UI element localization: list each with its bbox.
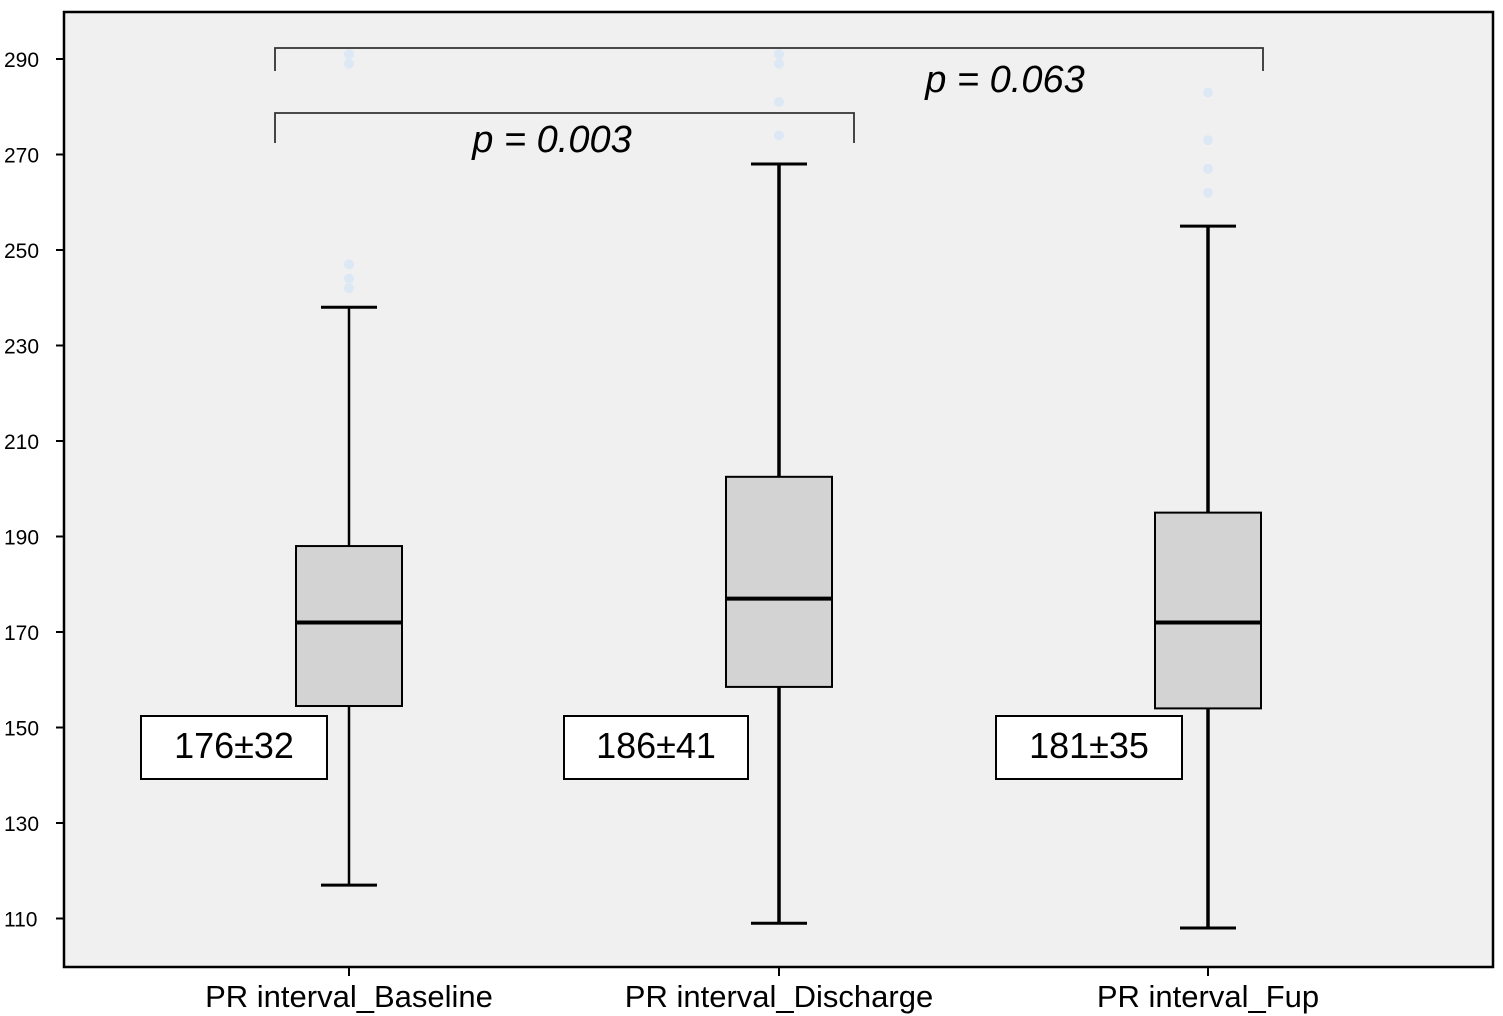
outlier-point bbox=[774, 49, 784, 60]
p-value-label: p = 0.003 bbox=[471, 119, 632, 161]
p-value-label: p = 0.063 bbox=[924, 59, 1085, 101]
outlier-point bbox=[344, 273, 354, 284]
y-tick-label: 290 bbox=[4, 49, 39, 72]
stat-label-frame bbox=[995, 715, 1183, 780]
outlier-point bbox=[1203, 163, 1213, 174]
y-tick-label: 130 bbox=[4, 813, 39, 836]
stat-labels-layer: 176±32 186±41 181±35 bbox=[140, 715, 1183, 780]
iqr-box bbox=[295, 545, 403, 708]
bracket-line bbox=[274, 112, 855, 143]
outlier-point bbox=[1203, 135, 1213, 146]
stat-label-text: 186±41 bbox=[596, 725, 716, 766]
stat-label-frame bbox=[563, 715, 749, 780]
outliers-layer bbox=[344, 49, 1213, 294]
outlier-point bbox=[1203, 187, 1213, 198]
y-tick-label: 110 bbox=[4, 909, 37, 932]
y-tick-label: 190 bbox=[4, 527, 39, 550]
box-group bbox=[1154, 224, 1262, 930]
y-tick-label: 170 bbox=[4, 622, 39, 645]
outlier-point bbox=[344, 49, 354, 60]
outlier-point bbox=[774, 130, 784, 141]
x-category-label: PR interval_Fup bbox=[1097, 979, 1319, 1014]
box-group bbox=[295, 305, 403, 887]
outlier-point bbox=[344, 259, 354, 270]
y-tick-label: 210 bbox=[4, 431, 39, 454]
x-axis: PR interval_Baseline PR interval_Discharg… bbox=[205, 967, 1319, 1014]
outlier-point bbox=[774, 58, 784, 69]
outlier-point bbox=[344, 58, 354, 69]
boxes-layer bbox=[295, 162, 1262, 930]
stat-label-frame bbox=[140, 715, 328, 780]
y-tick-label: 230 bbox=[4, 336, 39, 359]
iqr-box bbox=[725, 475, 833, 688]
y-tick-label: 150 bbox=[4, 718, 39, 741]
stat-label-box: 176±32 bbox=[140, 715, 328, 780]
stat-label-text: 176±32 bbox=[174, 725, 294, 766]
stat-label-box: 181±35 bbox=[995, 715, 1183, 780]
y-tick-label: 250 bbox=[4, 240, 39, 263]
x-category-label: PR interval_Discharge bbox=[625, 979, 933, 1014]
stat-label-text: 181±35 bbox=[1029, 725, 1149, 766]
y-tick-label: 270 bbox=[4, 145, 39, 168]
y-axis: 110 130 150 170 190 210 230 250 270 290 bbox=[4, 49, 64, 932]
significance-brackets: p = 0.003 p = 0.063 bbox=[274, 47, 1264, 161]
outlier-point bbox=[344, 283, 354, 294]
bracket-line bbox=[274, 47, 1264, 71]
outlier-point bbox=[1203, 87, 1213, 98]
box-group bbox=[725, 162, 833, 925]
outlier-point bbox=[774, 96, 784, 107]
significance-bracket: p = 0.003 bbox=[274, 112, 855, 161]
iqr-box bbox=[1154, 511, 1262, 710]
x-category-label: PR interval_Baseline bbox=[205, 979, 493, 1014]
significance-bracket: p = 0.063 bbox=[274, 47, 1264, 101]
stat-label-box: 186±41 bbox=[563, 715, 749, 780]
